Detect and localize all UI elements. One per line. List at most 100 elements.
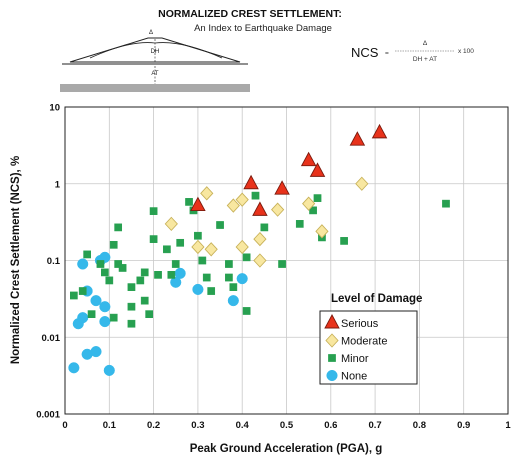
moderate-point	[253, 231, 267, 247]
minor-point	[207, 287, 216, 295]
minor-point	[171, 260, 180, 268]
minor-point	[114, 260, 123, 268]
legend: Level of Damage Serious Moderate Minor None	[319, 293, 422, 385]
serious-point	[309, 162, 326, 177]
plot-frame	[64, 106, 509, 415]
header: NORMALIZED CREST SETTLEMENT: An Index to…	[60, 8, 474, 92]
ncs-equation: NCS = Δ DH + AT x 100	[351, 40, 474, 63]
serious-point	[300, 151, 317, 167]
minor-point	[114, 223, 123, 232]
minor-point	[313, 194, 322, 202]
minor-point	[198, 256, 207, 265]
legend-marker-none	[326, 369, 338, 382]
serious-point	[274, 180, 290, 195]
minor-point	[70, 291, 78, 300]
minor-point	[309, 206, 317, 215]
none-point	[68, 362, 80, 374]
minor-point	[109, 313, 118, 322]
legend-marker-serious	[324, 314, 340, 329]
x-tick-label: 0.3	[191, 420, 204, 431]
moderate-point	[302, 196, 316, 211]
minor-point	[83, 250, 92, 259]
legend-items: Serious Moderate Minor None	[324, 314, 387, 383]
minor-point	[127, 319, 136, 328]
minor-point	[109, 240, 118, 249]
none-point	[174, 267, 186, 279]
x-tick-label: 0.4	[236, 420, 250, 431]
series-serious	[190, 123, 388, 216]
moderate-point	[235, 192, 249, 207]
moderate-point	[191, 239, 205, 255]
none-point	[236, 273, 248, 285]
dam-schematic: Δ DH AT	[60, 30, 250, 92]
y-tick-label: 0.01	[42, 333, 61, 344]
none-point	[99, 251, 111, 263]
legend-title: Level of Damage	[331, 293, 422, 305]
equation-equals: =	[385, 50, 389, 57]
minor-point	[242, 307, 251, 315]
none-point	[170, 276, 182, 288]
equation-multiplier: x 100	[458, 48, 474, 55]
x-tick-label: 0.7	[368, 420, 381, 431]
y-tick-label: 0.1	[47, 256, 61, 267]
minor-point	[340, 237, 348, 245]
legend-label-minor: Minor	[341, 353, 369, 365]
x-axis-label: Peak Ground Acceleration (PGA), g	[190, 443, 383, 455]
chart: 0 0.1 0.2 0.3 0.4 0.5 0.6 0.7 0.8 0.9 1 0.001 0.01 0…	[10, 103, 511, 456]
minor-point	[163, 245, 171, 254]
none-point	[77, 312, 89, 324]
header-title: NORMALIZED CREST SETTLEMENT:	[158, 8, 342, 20]
none-point	[227, 295, 239, 307]
none-point	[90, 295, 102, 307]
y-tick-label: 0.001	[36, 410, 60, 421]
minor-point	[118, 264, 127, 272]
serious-point	[243, 174, 259, 190]
minor-point	[260, 223, 269, 232]
minor-point	[242, 253, 251, 262]
legend-label-serious: Serious	[341, 318, 379, 330]
minor-point	[216, 221, 224, 229]
minor-point	[96, 260, 105, 268]
y-tick-label: 1	[55, 179, 61, 190]
minor-point	[140, 268, 149, 277]
moderate-point	[226, 198, 240, 213]
dam-delta-label: Δ	[149, 30, 153, 36]
minor-point	[167, 271, 176, 279]
serious-point	[349, 131, 366, 146]
moderate-point	[200, 186, 214, 201]
x-tick-label: 0.9	[457, 420, 470, 431]
x-tick-label: 0.6	[324, 420, 337, 431]
minor-point	[145, 310, 154, 318]
minor-point	[127, 283, 136, 291]
x-tick-label: 0.2	[147, 420, 160, 431]
header-subtitle: An Index to Earthquake Damage	[194, 23, 332, 34]
series-moderate	[164, 176, 369, 268]
moderate-point	[253, 253, 267, 268]
minor-point	[149, 235, 158, 243]
legend-label-none: None	[341, 371, 367, 383]
x-tick-label: 1	[505, 420, 511, 431]
equation-lhs: NCS	[351, 45, 379, 60]
x-tick-label: 0.1	[103, 420, 117, 431]
minor-point	[149, 207, 158, 215]
minor-point	[87, 310, 96, 318]
none-point	[99, 301, 111, 313]
none-point	[99, 316, 111, 328]
x-tick-label: 0	[62, 420, 67, 431]
minor-point	[176, 238, 185, 247]
minor-point	[185, 198, 193, 206]
legend-marker-minor	[328, 354, 336, 362]
y-axis-label: Normalized Crest Settlement (NCS), %	[10, 156, 22, 364]
moderate-point	[235, 239, 249, 255]
moderate-point	[204, 242, 218, 257]
x-tick-label: 0.5	[280, 420, 294, 431]
x-tick-labels: 0 0.1 0.2 0.3 0.4 0.5 0.6 0.7 0.8 0.9 1	[62, 420, 511, 431]
none-point	[77, 258, 89, 270]
equation-numerator: Δ	[423, 40, 428, 47]
x-tick-label: 0.8	[413, 420, 426, 431]
minor-point	[229, 283, 238, 291]
dam-dh-label: DH	[151, 49, 160, 55]
equation-denominator: DH + AT	[413, 56, 437, 63]
legend-marker-moderate	[325, 333, 339, 348]
